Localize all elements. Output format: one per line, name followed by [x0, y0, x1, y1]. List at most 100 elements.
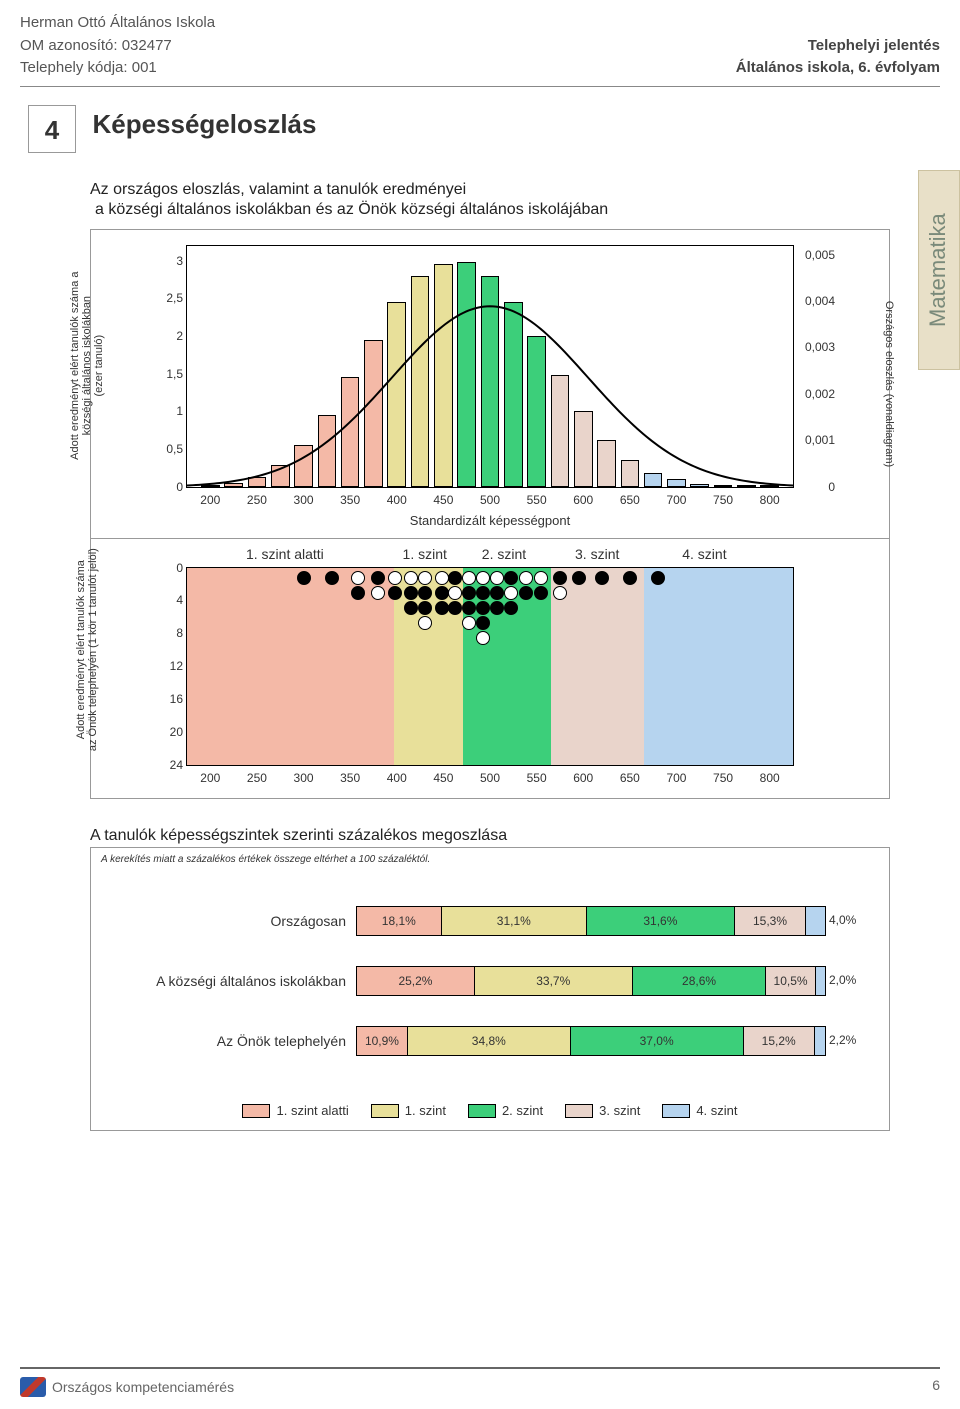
section-title: Képességeloszlás: [92, 109, 316, 140]
x-axis-label: Standardizált képességpont: [410, 513, 570, 528]
band-label: 1. szint alatti: [246, 546, 324, 562]
legend-label: 2. szint: [502, 1103, 543, 1118]
y-tick: 0,5: [149, 442, 183, 456]
legend-swatch: [242, 1104, 270, 1118]
x-tick: 400: [387, 771, 407, 785]
y-tick: 0: [149, 480, 183, 494]
x-tick: 500: [480, 493, 500, 507]
student-dot: [418, 616, 432, 630]
legend-swatch: [662, 1104, 690, 1118]
normal-curve: [187, 246, 793, 487]
student-dot: [462, 601, 476, 615]
student-dot: [448, 601, 462, 615]
y-tick: 1,5: [149, 367, 183, 381]
student-dot: [534, 571, 548, 585]
student-dot: [351, 586, 365, 600]
row-label: A községi általános iskolákban: [101, 973, 356, 989]
student-dot: [404, 571, 418, 585]
legend-label: 3. szint: [599, 1103, 640, 1118]
bar-segment: 10,9%: [357, 1027, 408, 1055]
x-tick: 500: [480, 771, 500, 785]
y-tick: 4: [159, 593, 183, 607]
x-tick: 250: [247, 771, 267, 785]
bar-segment: 37,0%: [571, 1027, 744, 1055]
student-dot: [462, 616, 476, 630]
y-tick: 2: [149, 329, 183, 343]
student-dot: [476, 571, 490, 585]
x-tick: 800: [760, 493, 780, 507]
student-dot: [476, 586, 490, 600]
student-dot: [476, 631, 490, 645]
y-tick: 20: [159, 725, 183, 739]
x-tick: 550: [527, 771, 547, 785]
stacked-title: A tanulók képességszintek szerinti száza…: [90, 827, 940, 845]
student-dot: [595, 571, 609, 585]
student-dot: [519, 586, 533, 600]
student-dot: [371, 586, 385, 600]
student-dot: [388, 586, 402, 600]
band-label: 1. szint: [403, 546, 447, 562]
x-tick: 650: [620, 493, 640, 507]
x-tick: 750: [713, 771, 733, 785]
page-header: Herman Ottó Általános Iskola OM azonosít…: [20, 0, 940, 87]
y-tick-right: 0,005: [805, 248, 835, 262]
x-tick: 350: [340, 493, 360, 507]
bar-segment: 25,2%: [357, 967, 475, 995]
x-tick: 750: [713, 493, 733, 507]
x-tick: 800: [760, 771, 780, 785]
student-dot: [448, 571, 462, 585]
y-tick: 16: [159, 692, 183, 706]
stacked-bar-chart: A kerekítés miatt a százalékos értékek ö…: [90, 847, 890, 1132]
student-dot: [462, 586, 476, 600]
student-dot: [504, 601, 518, 615]
page-footer: Országos kompetenciamérés 6: [20, 1367, 940, 1397]
bar-segment: 28,6%: [633, 967, 767, 995]
student-dot: [418, 601, 432, 615]
legend-item: 2. szint: [468, 1103, 543, 1119]
x-tick: 700: [666, 771, 686, 785]
page-number: 6: [932, 1377, 940, 1397]
subject-tab: Matematika: [918, 170, 960, 370]
student-dot: [297, 571, 311, 585]
legend-label: 1. szint alatti: [276, 1103, 348, 1118]
level-band: [644, 568, 793, 765]
y-tick-right: 0: [828, 480, 835, 494]
x-tick: 300: [294, 493, 314, 507]
y-tick-right: 0,001: [805, 433, 835, 447]
legend-swatch: [565, 1104, 593, 1118]
student-dot-chart: Adott eredményt elért tanulók száma az Ö…: [90, 539, 890, 799]
student-dot: [325, 571, 339, 585]
footer-text: Országos kompetenciamérés: [52, 1379, 234, 1395]
chart-subtitle-1: Az országos eloszlás, valamint a tanulók…: [90, 181, 940, 199]
stacked-bar: 25,2%33,7%28,6%10,5%2,0%: [356, 966, 826, 996]
student-dot: [490, 601, 504, 615]
band-label: 2. szint: [482, 546, 526, 562]
bar-segment-label: 2,0%: [829, 973, 856, 987]
y-tick: 0: [159, 561, 183, 575]
legend-swatch: [468, 1104, 496, 1118]
bar-segment-label: 4,0%: [829, 913, 856, 927]
student-dot: [448, 586, 462, 600]
student-dot: [490, 586, 504, 600]
bar-segment: 31,6%: [587, 907, 735, 935]
stacked-bar-row: Országosan18,1%31,1%31,6%15,3%4,0%: [101, 905, 879, 937]
student-dot: [404, 601, 418, 615]
x-tick: 200: [200, 771, 220, 785]
student-dot: [388, 571, 402, 585]
y-tick-right: 0,004: [805, 294, 835, 308]
x-tick: 400: [387, 493, 407, 507]
band-label: 4. szint: [682, 546, 726, 562]
bar-segment: 15,2%: [744, 1027, 815, 1055]
x-tick: 450: [433, 493, 453, 507]
student-dot: [651, 571, 665, 585]
chart-subtitle-2: a községi általános iskolákban és az Önö…: [95, 201, 940, 219]
bar-segment: 15,3%: [735, 907, 807, 935]
student-dot: [418, 571, 432, 585]
bar-segment: 10,5%: [766, 967, 815, 995]
y-tick: 12: [159, 659, 183, 673]
section-number: 4: [28, 105, 76, 153]
student-dot: [371, 571, 385, 585]
student-dot: [519, 571, 533, 585]
legend-item: 1. szint: [371, 1103, 446, 1119]
x-tick: 200: [200, 493, 220, 507]
